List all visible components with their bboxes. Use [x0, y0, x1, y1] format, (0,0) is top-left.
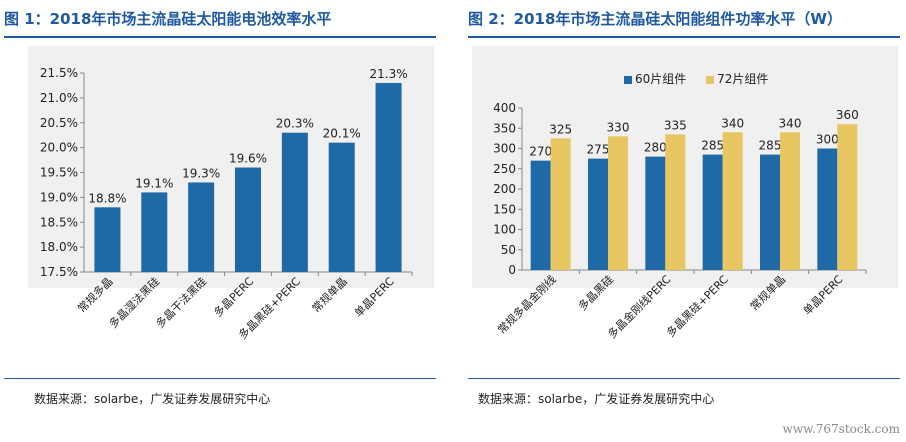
- legend-label-60: 60片组件: [635, 72, 687, 86]
- figure-1-top-rule: [4, 36, 436, 38]
- data-label: 300: [816, 133, 839, 147]
- bar: [837, 124, 858, 270]
- x-tick-label: 多晶黑硅: [575, 272, 616, 313]
- data-label: 280: [644, 141, 667, 155]
- bar: [550, 138, 571, 270]
- y-tick-label: 200: [493, 182, 516, 196]
- y-tick-label: 19.5%: [40, 166, 78, 180]
- data-label: 340: [721, 116, 744, 130]
- figure-1-source: 数据来源：solarbe，广发证券发展研究中心: [34, 392, 271, 406]
- y-tick-label: 20.0%: [40, 141, 78, 155]
- figure-2-chart: 0 50 100 150 200 250 300 350 400 270 325 常规多晶金刚线 275…: [493, 101, 867, 341]
- x-tick-label: 常规单晶: [747, 272, 788, 313]
- data-label: 19.3%: [182, 166, 220, 180]
- figure-1-bottom-rule: [4, 378, 436, 379]
- figure-2-title: 图 2：2018年市场主流晶硅太阳能组件功率水平（W）: [468, 10, 842, 28]
- data-label: 270: [529, 145, 552, 159]
- y-tick-label: 20.5%: [40, 116, 78, 130]
- bar: [530, 160, 551, 270]
- y-tick-label: 21.0%: [40, 91, 78, 105]
- legend-swatch-60: [624, 75, 632, 84]
- data-label: 360: [836, 108, 859, 122]
- bar: [665, 134, 686, 270]
- data-label: 325: [549, 122, 572, 136]
- x-tick-label: 常规多晶金刚线: [494, 272, 558, 336]
- y-tick-label: 150: [493, 202, 516, 216]
- x-tick-label: 单晶PERC: [801, 273, 846, 318]
- y-tick-label: 19.0%: [40, 190, 78, 204]
- data-label: 18.8%: [88, 191, 126, 205]
- watermark: www.767stock.com: [782, 422, 900, 436]
- y-tick-label: 350: [493, 121, 516, 135]
- y-tick-label: 18.5%: [40, 215, 78, 229]
- figure-2-top-rule: [468, 36, 900, 38]
- bar: [817, 148, 838, 270]
- data-label: 21.3%: [370, 67, 408, 81]
- legend-label-72: 72片组件: [717, 72, 769, 86]
- y-tick-label: 0: [508, 263, 516, 277]
- bar: [328, 142, 355, 272]
- x-tick-label: 常规单晶: [309, 274, 350, 315]
- data-label: 20.3%: [276, 117, 314, 131]
- bar: [141, 192, 168, 272]
- data-label: 19.6%: [229, 152, 267, 166]
- bar: [722, 132, 743, 270]
- y-tick-label: 21.5%: [40, 66, 78, 80]
- data-label: 335: [664, 118, 687, 132]
- data-label: 340: [779, 116, 802, 130]
- figure-1-chart: 17.5% 18.0% 18.5% 19.0% 19.5% 20.0% 20.5% 21.0%…: [40, 66, 413, 342]
- data-label: 330: [607, 120, 630, 134]
- legend-item-72: 72片组件: [706, 72, 768, 86]
- data-label: 19.1%: [135, 176, 173, 190]
- figure-2-bottom-rule: [468, 378, 900, 379]
- bar: [281, 132, 308, 272]
- bar: [780, 132, 800, 270]
- bar: [608, 136, 628, 270]
- y-tick-label: 17.5%: [40, 265, 78, 279]
- bar: [235, 167, 261, 272]
- bar: [375, 82, 402, 272]
- bar: [702, 154, 723, 270]
- bar: [94, 207, 121, 272]
- y-tick-label: 50: [501, 243, 516, 257]
- figure-2-source: 数据来源：solarbe，广发证券发展研究中心: [478, 392, 715, 406]
- x-tick-label: 单晶PERC: [352, 275, 397, 320]
- x-tick-label: 多晶PERC: [211, 274, 257, 320]
- figure-2-legend: 60片组件 72片组件: [624, 70, 784, 87]
- data-label: 285: [701, 139, 724, 153]
- legend-swatch-72: [706, 75, 715, 84]
- y-tick-label: 300: [493, 142, 516, 156]
- bar: [188, 182, 215, 272]
- data-label: 20.1%: [323, 127, 361, 141]
- y-tick-label: 18.0%: [40, 240, 78, 254]
- bar: [760, 154, 780, 270]
- figure-1-title: 图 1：2018年市场主流晶硅太阳能电池效率水平: [4, 10, 332, 28]
- y-tick-label: 250: [493, 162, 516, 176]
- legend-item-60: 60片组件: [624, 72, 686, 86]
- data-label: 285: [759, 139, 782, 153]
- bar: [645, 156, 666, 270]
- x-tick-label: 多晶干法黑硅: [153, 274, 210, 331]
- bar: [588, 158, 608, 270]
- data-label: 275: [587, 143, 610, 157]
- x-tick-label: 常规多晶: [75, 274, 116, 315]
- y-tick-label: 100: [493, 223, 516, 237]
- y-tick-label: 400: [493, 101, 516, 115]
